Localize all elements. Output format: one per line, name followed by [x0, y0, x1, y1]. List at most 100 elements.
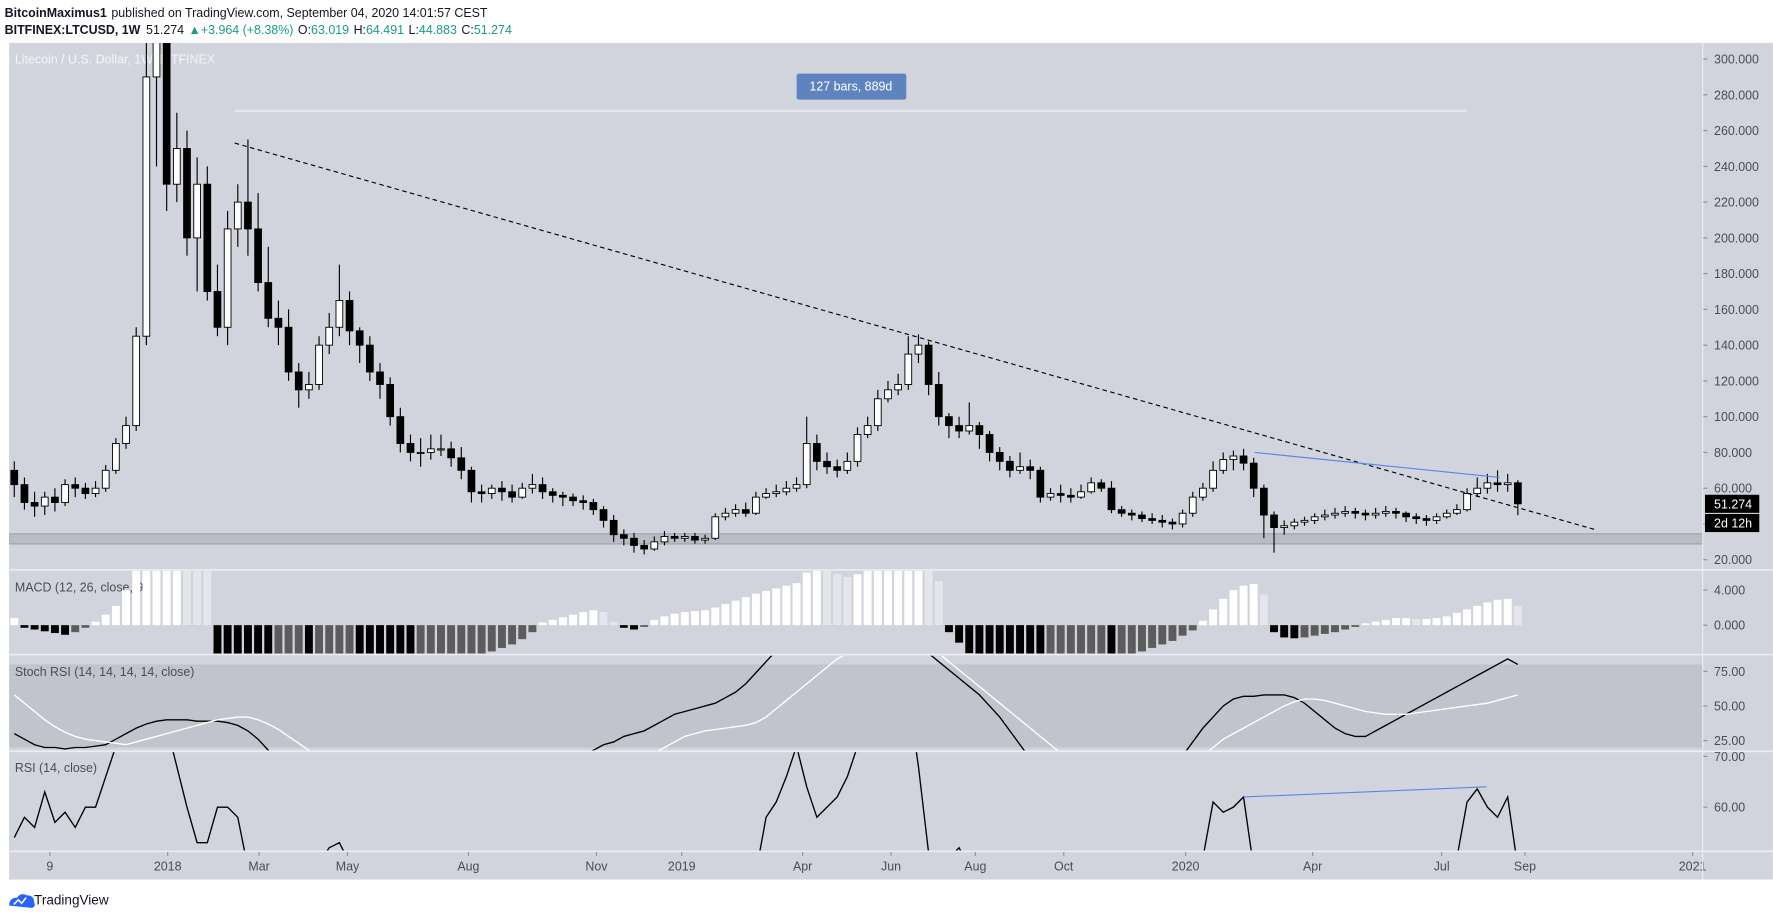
histogram-bar [873, 570, 882, 626]
candle-body [1188, 496, 1197, 514]
ohlc-label: C: [461, 23, 473, 37]
candle-body [264, 282, 273, 319]
histogram-bar [701, 610, 710, 626]
candle-body [802, 443, 811, 486]
candle-body [1097, 482, 1106, 489]
indicator-line [13, 655, 1519, 751]
histogram-bar [1127, 625, 1136, 654]
histogram-bar [589, 610, 598, 626]
x-tick-label: May [336, 860, 360, 874]
histogram-bar [823, 570, 831, 626]
candle-body [924, 344, 933, 385]
last: 51.274 [146, 23, 184, 37]
histogram-bar [762, 590, 771, 626]
x-tick-label: 2019 [668, 860, 696, 874]
histogram-bar [223, 625, 232, 654]
candle-body [630, 537, 638, 546]
x-tick-label: 2020 [1172, 860, 1200, 874]
candle-body [782, 487, 791, 493]
candle-body [1006, 460, 1014, 471]
candle-body [447, 448, 455, 459]
candle-body [1473, 487, 1482, 495]
candle-body [813, 443, 821, 462]
histogram-bar [1097, 625, 1106, 654]
histogram-bar [122, 590, 130, 626]
histogram-bar [30, 625, 39, 630]
ohlc-value: 63.019 [311, 23, 349, 37]
candle-body [1320, 514, 1329, 518]
candle-body [1351, 510, 1360, 514]
candle-body [1178, 512, 1187, 525]
histogram-bar [650, 619, 659, 626]
histogram-bar [304, 625, 313, 654]
candle-body [1046, 493, 1055, 498]
candle-body [376, 371, 384, 385]
histogram-bar [721, 604, 730, 626]
candle-body [752, 496, 760, 514]
pane-title: Litecoin / U.S. Dollar, 1W, BITFINEX [15, 52, 216, 66]
candle-body [833, 466, 842, 471]
candle-body [995, 451, 1004, 462]
histogram-bar [1270, 625, 1278, 633]
candle-body [1392, 510, 1400, 514]
candle-body [1402, 512, 1410, 518]
pane-title: Stoch RSI (14, 14, 14, 14, close) [15, 665, 195, 679]
y-tick-label: 100.000 [1714, 410, 1759, 424]
histogram-bar [376, 625, 384, 654]
candle-body [244, 201, 252, 230]
indicator-line [13, 655, 1519, 751]
candle-body [1290, 521, 1299, 527]
histogram-bar [812, 570, 821, 626]
histogram-bar [243, 625, 252, 654]
candle-body [1077, 491, 1085, 498]
y-tick-label: 60.000 [1714, 482, 1752, 496]
candle-body [406, 443, 415, 453]
candle-body [1249, 462, 1258, 489]
pane-bg [9, 42, 1773, 569]
x-tick-label: Oct [1054, 860, 1074, 874]
histogram-bar [1361, 623, 1370, 626]
x-tick-label: Nov [585, 860, 608, 874]
histogram-bar [355, 625, 364, 654]
y-tick-label: 75.00 [1714, 665, 1745, 679]
histogram-bar [294, 625, 303, 654]
y-tick-label: 70.00 [1714, 750, 1745, 764]
y-tick-label: 220.000 [1714, 196, 1759, 210]
support-zone [9, 533, 1703, 545]
candle-body [1127, 512, 1136, 516]
histogram-bar [365, 625, 374, 654]
histogram-bar [416, 625, 425, 654]
histogram-bar [1046, 625, 1055, 654]
x-tick-label: Jul [1434, 860, 1450, 874]
candle-body [132, 335, 141, 427]
histogram-bar [487, 625, 496, 652]
candle-body [152, 42, 161, 78]
histogram-bar [1107, 625, 1116, 654]
candle-body [884, 389, 892, 400]
ohlc-label: O: [298, 23, 311, 37]
measure-box [796, 73, 907, 100]
candle-body [284, 326, 293, 373]
histogram-bar [335, 625, 344, 654]
candle-body [1432, 516, 1441, 521]
pane-bg [9, 751, 1773, 852]
histogram-bar [203, 570, 212, 626]
pane: Stoch RSI (14, 14, 14, 14, close) [9, 655, 1703, 751]
histogram-bar [142, 570, 151, 626]
candle-body [10, 469, 19, 486]
candle-body [640, 544, 648, 550]
candle-body [548, 491, 557, 496]
histogram-bar [772, 588, 781, 626]
histogram-bar [1239, 585, 1248, 626]
pane-title: RSI (14, close) [15, 761, 97, 775]
y-tick-label: 4.000 [1714, 584, 1745, 598]
candle-body [1493, 482, 1502, 486]
candle-body [315, 344, 323, 385]
candle-body [233, 201, 242, 230]
candle-body [122, 425, 130, 444]
histogram-bar [61, 625, 70, 635]
histogram-bar [1402, 618, 1411, 626]
published: published on TradingView.com, September … [111, 6, 488, 20]
candle-body [274, 317, 283, 328]
